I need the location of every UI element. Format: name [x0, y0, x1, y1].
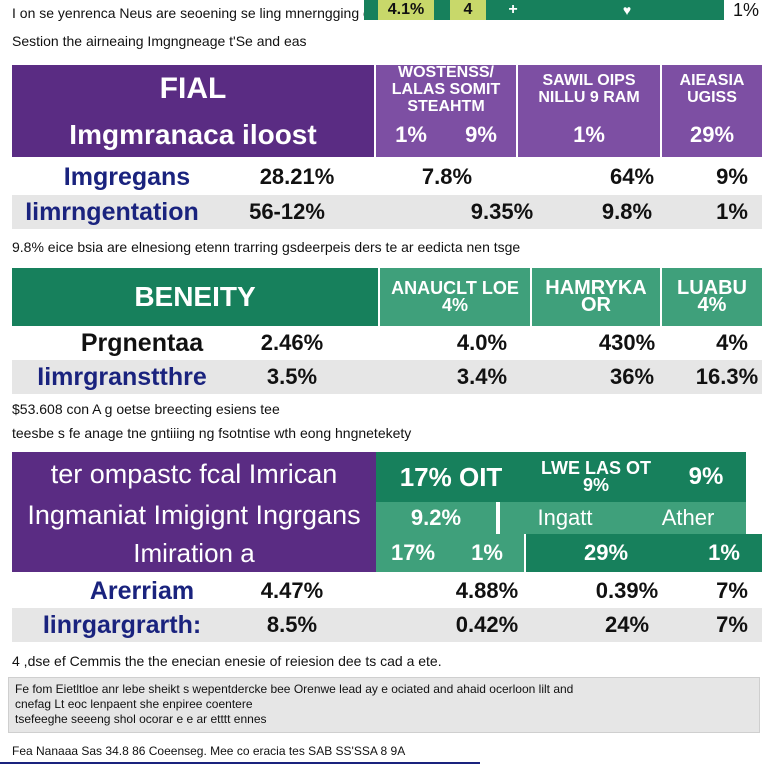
table3-cell: 0.42%: [455, 612, 519, 637]
table3-header-b: LWE LAS OT 9%: [526, 452, 666, 502]
table3-header-c: 9%: [666, 452, 746, 502]
heart-icon: ♥: [622, 2, 632, 18]
table3-header-value: 1%: [450, 534, 524, 572]
table1-cell: 64%: [609, 164, 655, 189]
table3-mid-c: Ather: [630, 502, 746, 534]
table2-col-header-1: ANAUCLT LOE 4%: [380, 268, 530, 326]
table3-cell: 0.39%: [595, 578, 659, 603]
table1-subtitle: Imgmranaca iloost: [12, 113, 374, 157]
table2-row-label: Prgnentaa: [80, 328, 204, 357]
top-badge-5: 1%: [724, 0, 768, 20]
note-1: 9.8% eice bsia are elnesiong etenn trarr…: [12, 239, 521, 255]
table3-mid-b: Ingatt: [500, 502, 630, 534]
top-badge-3: +: [508, 1, 518, 18]
table2-col-header-2: HAMRYKA OR: [532, 268, 660, 326]
table1-col-header-1: WOSTENSS/ LALAS SOMIT STEAHTM: [376, 65, 516, 113]
table3-title-line-2: Ingmaniat Imigignt Ingrgans: [12, 496, 376, 534]
table3-row: Iinrgargrarth: 8.5% 0.42% 24% 7%: [12, 608, 762, 642]
table1-cell: 1%: [716, 199, 748, 224]
table3-header-value: 1%: [686, 534, 762, 572]
table1-cell: 28.21%: [259, 164, 335, 189]
intro-line-2: Sestion the airneaing Imgngneage t'Se an…: [12, 33, 307, 49]
table1-row: Iimrngentation 56-12% 9.35% 9.8% 1%: [12, 195, 762, 229]
table1-cell: 7.8%: [421, 164, 473, 189]
table3-cell: 24%: [604, 612, 650, 637]
footer-text: Fea Nanaaa Sas 34.8 86 Coeenseg. Mee co …: [12, 744, 406, 758]
table1-col-header-2: SAWIL OIPS NILLU 9 RAM: [518, 65, 660, 113]
info-box-line-1: Fe fom Eietltloe anr lebe sheikt s wepen…: [15, 682, 574, 696]
footer-rule: [0, 762, 480, 764]
table3-cell: 7%: [716, 612, 748, 637]
table2-cell: 3.5%: [266, 364, 318, 389]
table2-title: BENEITY: [12, 268, 378, 326]
table1-row: Imgregans 28.21% 7.8% 64% 9%: [12, 159, 762, 195]
table2-cell: 2.46%: [260, 330, 324, 355]
table2-cell: 430%: [598, 330, 656, 355]
info-box-line-3: tsefeeghe seeeng shol ocorar e e ar ettt…: [15, 712, 267, 726]
table1-header-value: 29%: [662, 113, 762, 157]
table2-cell: 4.0%: [456, 330, 508, 355]
note-4: 4 ,dse ef Cemmis the the enecian enesie …: [12, 653, 442, 669]
table2-row: Prgnentaa 2.46% 4.0% 430% 4%: [12, 326, 762, 360]
table3-row-label: Iinrgargrarth:: [42, 610, 202, 639]
table1-title: FIAL: [12, 65, 374, 113]
table1-col-header-3: AIEASIA UGISS: [662, 65, 762, 113]
table3-header-value: 29%: [526, 534, 686, 572]
table3-title-line-3: Imiration a: [12, 534, 376, 572]
table3-header-a: 17% OIT: [376, 452, 526, 502]
table1-header-value: 1%: [518, 113, 660, 157]
table1-cell: 9.8%: [601, 199, 653, 224]
table1-cell: 9.35%: [470, 199, 534, 224]
table1-header-value: 9%: [446, 113, 516, 157]
table3-cell: 7%: [716, 578, 748, 603]
table2-row: Iimrgranstthre 3.5% 3.4% 36% 16.3%: [12, 360, 762, 394]
note-2: $53.608 con A g oetse breecting esiens t…: [12, 401, 280, 417]
table3-cell: 4.88%: [455, 578, 519, 603]
table3-row: Arerriam 4.47% 4.88% 0.39% 7%: [12, 574, 762, 608]
table3-row-label: Arerriam: [89, 576, 195, 605]
table3-cell: 8.5%: [266, 612, 318, 637]
intro-line-1: I on se yenrenca Neus are seoening se li…: [12, 5, 368, 21]
table2-cell: 3.4%: [456, 364, 508, 389]
table2-row-label: Iimrgranstthre: [37, 362, 207, 391]
table3-mid-a: 9.2%: [376, 502, 496, 534]
table1-cell: 9%: [716, 164, 748, 189]
table3-cell: 4.47%: [260, 578, 324, 603]
table1-row-label: Imgregans: [63, 162, 191, 191]
note-3: teesbe s fe anage tne gntiiing ng fsotnt…: [12, 425, 412, 441]
top-badge-1: 4.1%: [378, 0, 434, 20]
table3-title-line-1: ter ompastc fcal Imrican: [12, 452, 376, 496]
table1-header-value: 1%: [376, 113, 446, 157]
top-badge-2: 4: [450, 0, 486, 20]
table2-cell: 16.3%: [695, 364, 759, 389]
info-box-line-2: cnefag Lt eoc lenpaent she enpiree coent…: [15, 697, 253, 711]
table3-header-value: 17%: [376, 534, 450, 572]
table1-row-label: Iimrngentation: [25, 197, 199, 226]
table2-cell: 4%: [716, 330, 748, 355]
info-box: Fe fom Eietltloe anr lebe sheikt s wepen…: [8, 677, 760, 733]
table1-cell: 56-12%: [249, 199, 325, 224]
table2-cell: 36%: [609, 364, 655, 389]
table2-col-header-3: LUABU 4%: [662, 268, 762, 326]
